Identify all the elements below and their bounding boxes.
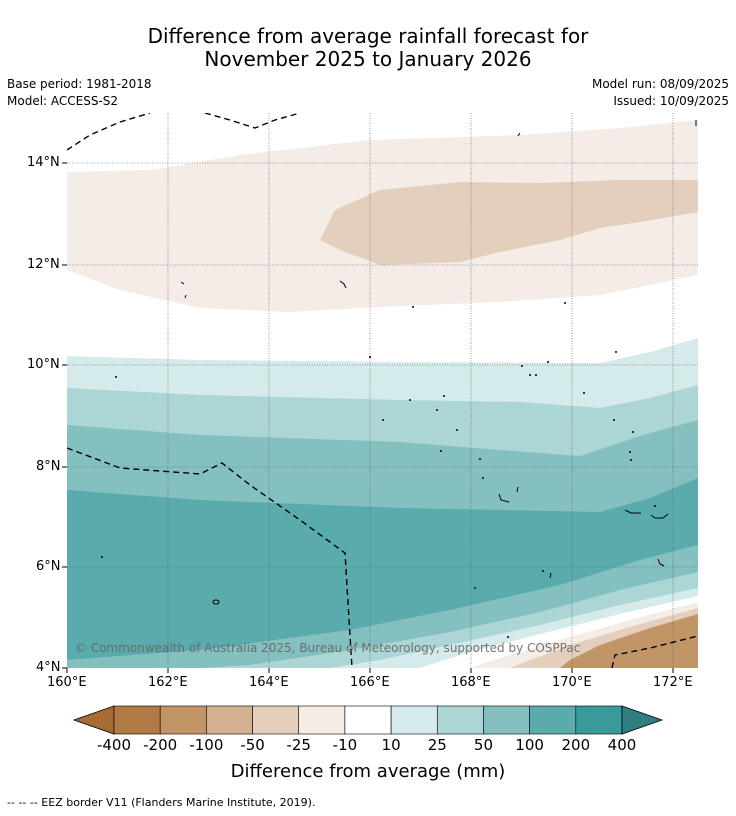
lat-label-4n: 4°N [36,660,61,675]
lon-label-160e: 160°E [47,675,87,690]
band-minus100-south [560,614,698,668]
colorbar-tick-label: -100 [189,736,224,754]
lon-label-168e: 168°E [451,675,491,690]
colorbar-tick-label: -200 [143,736,178,754]
colorbar-tick-label: 400 [607,736,637,754]
model-run: Model run: 08/09/2025 [591,77,729,91]
colorbar-segment [390,705,438,735]
title-line-1: Difference from average rainfall forecas… [147,24,589,48]
title-line-2: November 2025 to January 2026 [204,47,532,71]
colorbar-segment [436,705,484,735]
lon-label-162e: 162°E [148,675,188,690]
colorbar-segment [252,705,300,735]
islands [180,120,697,605]
colorbar [72,705,664,735]
colorbar-right-extension [621,705,664,735]
colorbar-tick-label: -400 [96,736,132,754]
colorbar-segment [206,705,253,735]
gridlines [67,113,698,668]
colorbar-segment [159,705,207,735]
lon-label-172e: 172°E [653,675,693,690]
colorbar-title: Difference from average (mm) [230,761,506,782]
lon-label-164e: 164°E [249,675,289,690]
lat-label-6n: 6°N [36,559,61,574]
rainfall-map [67,113,698,668]
lat-label-12n: 12°N [27,257,60,272]
colorbar-segment [575,705,623,735]
colorbar-tick-label: -10 [332,736,358,754]
lon-label-166e: 166°E [350,675,390,690]
colorbar-tick-label: -25 [286,736,311,754]
colorbar-tick-label: 10 [381,736,401,754]
eez-note: -- -- -- EEZ border V11 (Flanders Marine… [7,796,316,809]
lon-label-170e: 170°E [552,675,592,690]
colorbar-tick-label: -50 [240,736,265,754]
eez-borders [67,113,698,668]
band-100 [67,478,698,660]
colorbar-tick-label: 100 [515,736,544,754]
colorbar-segment [298,705,346,735]
lat-label-10n: 10°N [27,357,60,372]
lat-label-8n: 8°N [36,459,61,474]
base-period: Base period: 1981-2018 [7,77,152,91]
island-dots [101,302,656,638]
axis-ticks [62,162,674,673]
model-name: Model: ACCESS-S2 [7,94,119,108]
colorbar-tick-label: 200 [561,736,591,754]
colorbar-tick-label: 50 [473,736,493,754]
colorbar-tick-label: 25 [427,736,447,754]
copyright-note: © Commonwealth of Australia 2025, Bureau… [75,641,581,655]
colorbar-left-extension [72,705,115,735]
issued-date: Issued: 10/09/2025 [613,94,729,108]
colorbar-segment [113,705,161,735]
colorbar-segment [529,705,577,735]
colorbar-segment [483,705,530,735]
band-minus50-north [320,180,698,265]
colorbar-segment [344,705,392,735]
lat-label-14n: 14°N [27,155,60,170]
